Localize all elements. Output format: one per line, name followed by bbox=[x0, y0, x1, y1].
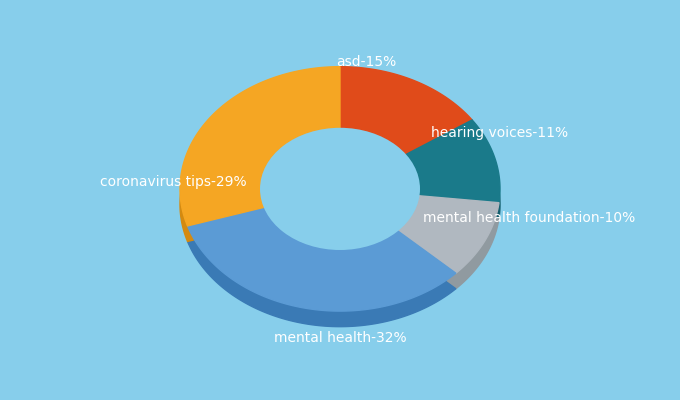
Polygon shape bbox=[180, 67, 340, 226]
Text: mental health-32%: mental health-32% bbox=[273, 331, 407, 345]
Ellipse shape bbox=[260, 128, 420, 250]
Polygon shape bbox=[340, 67, 472, 154]
Polygon shape bbox=[398, 196, 499, 273]
Polygon shape bbox=[340, 82, 472, 170]
Polygon shape bbox=[406, 136, 500, 218]
Text: hearing voices-11%: hearing voices-11% bbox=[431, 126, 568, 140]
Text: coronavirus tips-29%: coronavirus tips-29% bbox=[100, 175, 247, 189]
Text: mental health foundation-10%: mental health foundation-10% bbox=[423, 211, 635, 225]
Polygon shape bbox=[406, 120, 500, 203]
Text: asd-15%: asd-15% bbox=[337, 55, 397, 69]
Polygon shape bbox=[180, 82, 340, 242]
Polygon shape bbox=[188, 207, 456, 311]
Polygon shape bbox=[188, 223, 456, 327]
Polygon shape bbox=[398, 211, 499, 289]
